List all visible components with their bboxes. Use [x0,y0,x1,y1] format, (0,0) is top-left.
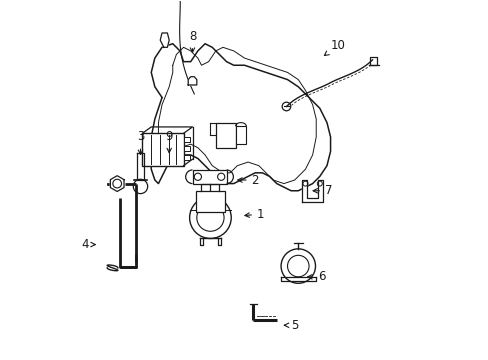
Text: 8: 8 [188,30,196,52]
Bar [184,154,189,160]
Text: 2: 2 [237,174,259,186]
Polygon shape [151,44,330,191]
Bar [192,170,226,184]
Text: 6: 6 [307,270,325,283]
Polygon shape [160,33,169,47]
Bar [215,123,235,148]
Polygon shape [301,180,323,202]
Text: 9: 9 [165,130,173,153]
Text: 4: 4 [81,238,95,251]
Bar [235,126,246,144]
Polygon shape [110,176,124,192]
Bar [184,136,189,142]
Text: 1: 1 [244,208,264,221]
Text: 10: 10 [324,39,345,55]
Bar [142,134,183,166]
Polygon shape [188,77,196,85]
Bar [196,191,224,212]
Text: 7: 7 [312,184,332,197]
Text: 3: 3 [137,130,144,154]
Text: 5: 5 [284,319,298,332]
Bar [184,145,189,151]
